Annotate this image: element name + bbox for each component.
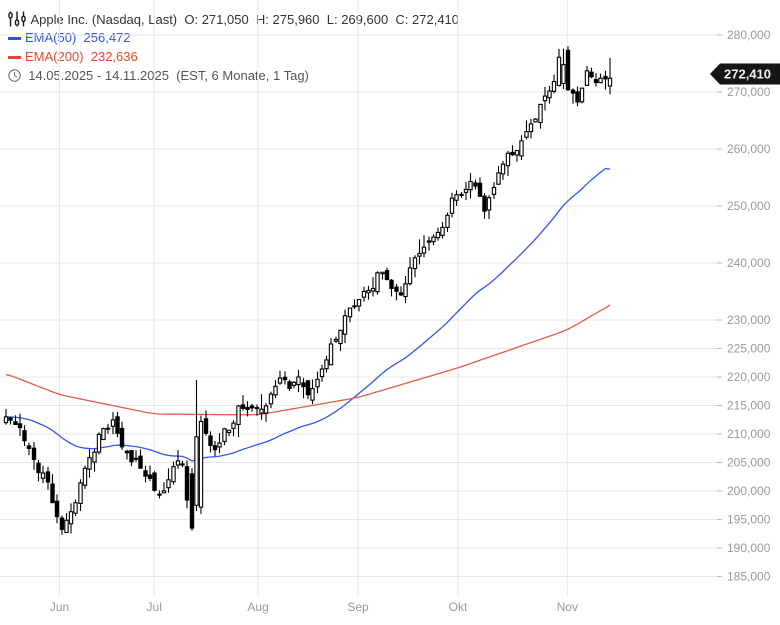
svg-text:Jul: Jul [147, 600, 162, 614]
svg-text:Nov: Nov [557, 600, 578, 614]
svg-text:190,000: 190,000 [727, 541, 771, 555]
svg-text:200,000: 200,000 [727, 484, 771, 498]
svg-text:Sep: Sep [347, 600, 369, 614]
svg-text:225,000: 225,000 [727, 342, 771, 356]
svg-text:205,000: 205,000 [727, 456, 771, 470]
svg-text:185,000: 185,000 [727, 570, 771, 584]
svg-text:272,410: 272,410 [724, 67, 771, 82]
svg-text:Jun: Jun [50, 600, 69, 614]
svg-text:280,000: 280,000 [727, 28, 771, 42]
svg-text:260,000: 260,000 [727, 142, 771, 156]
svg-text:230,000: 230,000 [727, 313, 771, 327]
svg-text:270,000: 270,000 [727, 85, 771, 99]
svg-text:210,000: 210,000 [727, 427, 771, 441]
svg-text:220,000: 220,000 [727, 370, 771, 384]
svg-text:250,000: 250,000 [727, 199, 771, 213]
svg-text:Okt: Okt [449, 600, 468, 614]
svg-text:215,000: 215,000 [727, 399, 771, 413]
svg-text:Aug: Aug [247, 600, 268, 614]
svg-text:195,000: 195,000 [727, 513, 771, 527]
svg-text:240,000: 240,000 [727, 256, 771, 270]
